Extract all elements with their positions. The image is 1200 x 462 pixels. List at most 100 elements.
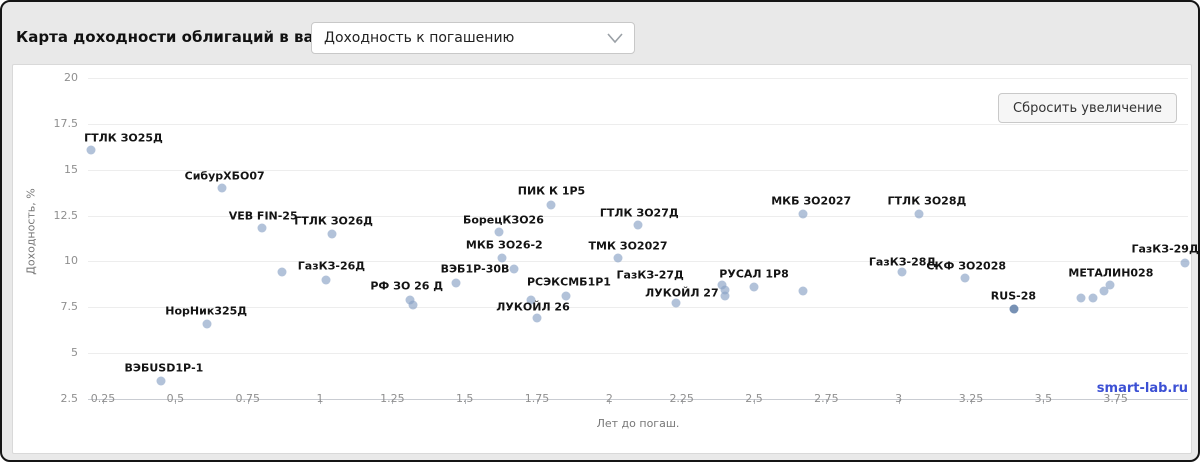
data-point-ВЭБ1Р-30В[interactable] — [451, 278, 461, 288]
data-point-ТМК ЗО2027[interactable] — [613, 253, 623, 263]
metric-dropdown[interactable]: Доходность к погашению — [311, 22, 635, 54]
data-point-label: RUS-28 — [990, 289, 1037, 303]
data-point-label: МКБ ЗО26-2 — [465, 238, 543, 252]
x-tick-mark — [898, 399, 900, 404]
data-point-label: VEB FIN-25 — [228, 209, 298, 223]
data-point[interactable] — [720, 285, 730, 295]
plot-area[interactable]: smart-lab.ru ГТЛК ЗО25Д СибурХБО07 VEB FIN… — [84, 78, 1198, 404]
page-title: Карта доходности облигаций в валюте — [16, 28, 359, 46]
data-point-label: ТМК ЗО2027 — [588, 239, 668, 253]
x-tick-label: 3.75 — [1103, 392, 1128, 405]
data-point-label: ГазКЗ-27Д — [616, 268, 684, 282]
data-point-RUS-28[interactable] — [1009, 304, 1019, 314]
x-tick-label: 3.25 — [958, 392, 984, 405]
data-point-label: СКФ ЗО2028 — [926, 259, 1007, 273]
x-tick-mark — [971, 399, 972, 404]
x-tick-label: 2.5 — [745, 392, 763, 405]
x-tick-label: 2 — [605, 392, 613, 405]
data-point-ГазКЗ-27Д[interactable] — [717, 280, 727, 290]
x-tick-label: 1.75 — [524, 392, 550, 405]
data-point-ВЭБUSD1Р-1[interactable] — [156, 376, 166, 386]
x-tick-mark — [826, 399, 828, 404]
x-tick-mark — [1043, 399, 1045, 404]
data-point-МЕТАЛИН028[interactable] — [1105, 280, 1115, 290]
data-point-label: РСЭКСМБ1Р1 — [526, 275, 611, 289]
x-tick-label: 1.5 — [455, 392, 474, 405]
x-tick-mark — [175, 399, 177, 404]
x-tick-mark — [1115, 399, 1117, 404]
x-tick-label: 2.25 — [669, 392, 694, 405]
metric-dropdown-value: Доходность к погашению — [324, 30, 515, 46]
data-point-ГТЛК ЗО25Д[interactable] — [86, 145, 96, 155]
x-tick-mark — [754, 399, 756, 404]
data-point-РФ ЗО 26 Д[interactable] — [405, 295, 415, 305]
data-point[interactable] — [720, 291, 730, 301]
x-tick-mark — [247, 399, 249, 404]
gridline — [88, 261, 1188, 263]
x-tick-mark — [103, 399, 105, 404]
data-point[interactable] — [798, 286, 808, 296]
data-point-ЛУКОЙЛ 26[interactable] — [532, 313, 542, 323]
gridline — [88, 353, 1188, 355]
data-point[interactable] — [321, 275, 331, 285]
x-tick-label: 0.25 — [90, 392, 116, 405]
data-point[interactable] — [526, 295, 536, 305]
data-point[interactable] — [509, 264, 519, 274]
data-point-label: ГазКЗ-29Д — [1131, 242, 1199, 256]
x-tick-mark — [320, 399, 322, 404]
x-tick-label: 2.75 — [814, 392, 839, 405]
data-point[interactable] — [1088, 293, 1098, 303]
x-tick-label: 1.25 — [380, 392, 405, 405]
data-point-ГТЛК ЗО27Д[interactable] — [633, 220, 643, 230]
gridline — [88, 123, 1188, 125]
data-point-ГТЛК ЗО28Д[interactable] — [914, 209, 924, 219]
data-point[interactable] — [1076, 293, 1086, 303]
data-point-МКБ ЗО26-2[interactable] — [497, 253, 507, 263]
data-point-СКФ ЗО2028[interactable] — [960, 273, 970, 283]
data-point-НорНик325Д[interactable] — [202, 319, 212, 329]
x-tick-mark — [681, 399, 683, 404]
data-point-label: ЛУКОЙЛ 26 — [496, 300, 570, 314]
y-tick-label: 17.5 — [53, 116, 79, 130]
y-tick-label: 5 — [71, 346, 78, 360]
x-tick-label: 0.75 — [235, 392, 260, 405]
smartlab-watermark: smart-lab.ru — [1096, 381, 1188, 396]
data-point-ГазКЗ-29Д[interactable] — [1180, 258, 1190, 268]
x-tick-label: 0.5 — [166, 392, 185, 405]
y-tick-label: 2.5 — [60, 392, 79, 405]
reset-zoom-button[interactable]: Сбросить увеличение — [998, 93, 1177, 123]
data-point-label: ГазКЗ-26Д — [297, 259, 366, 273]
x-tick-label: 1 — [316, 392, 324, 405]
x-tick-label: 3 — [895, 392, 903, 405]
data-point-РУСАЛ 1Р8[interactable] — [749, 282, 759, 292]
data-point-МКБ ЗО2027[interactable] — [798, 209, 808, 219]
y-tick-label: 10 — [64, 254, 78, 268]
y-tick-label: 12.5 — [53, 208, 79, 222]
y-tick-label: 7.5 — [60, 300, 79, 314]
data-point-ПИК К 1Р5[interactable] — [546, 200, 556, 210]
data-point-РСЭКСМБ1Р1[interactable] — [561, 291, 571, 301]
data-point-СибурХБО07[interactable] — [217, 183, 227, 193]
data-point-ГТЛК ЗО26Д[interactable] — [327, 229, 337, 239]
x-axis-title: Лет до погаш. — [596, 417, 680, 430]
data-point-label: ЛУКОЙЛ 27 — [645, 286, 719, 300]
chevron-down-icon — [606, 29, 624, 48]
x-tick-mark — [537, 399, 539, 404]
gridline — [88, 169, 1188, 171]
data-point-VEB FIN-25[interactable] — [257, 223, 267, 233]
data-point-label: РУСАЛ 1Р8 — [719, 267, 789, 281]
x-tick-mark — [609, 399, 611, 404]
data-point-label: ВЭБUSD1Р-1 — [124, 361, 204, 375]
data-point-label: ГТЛК ЗО26Д — [294, 214, 373, 228]
data-point-label: ГазКЗ-28Д — [868, 255, 937, 269]
data-point[interactable] — [408, 300, 418, 310]
data-point-label: МКБ ЗО2027 — [771, 194, 852, 208]
data-point[interactable] — [1099, 286, 1109, 296]
data-point-ЛУКОЙЛ 27[interactable] — [671, 298, 681, 308]
data-point-БорецКЗО26[interactable] — [494, 227, 504, 237]
data-point-ГазКЗ-26Д[interactable] — [277, 267, 287, 277]
data-point-label: РФ ЗО 26 Д — [370, 279, 444, 293]
data-point-ГазКЗ-28Д[interactable] — [897, 267, 907, 277]
data-point-label: ГТЛК ЗО28Д — [887, 194, 967, 208]
